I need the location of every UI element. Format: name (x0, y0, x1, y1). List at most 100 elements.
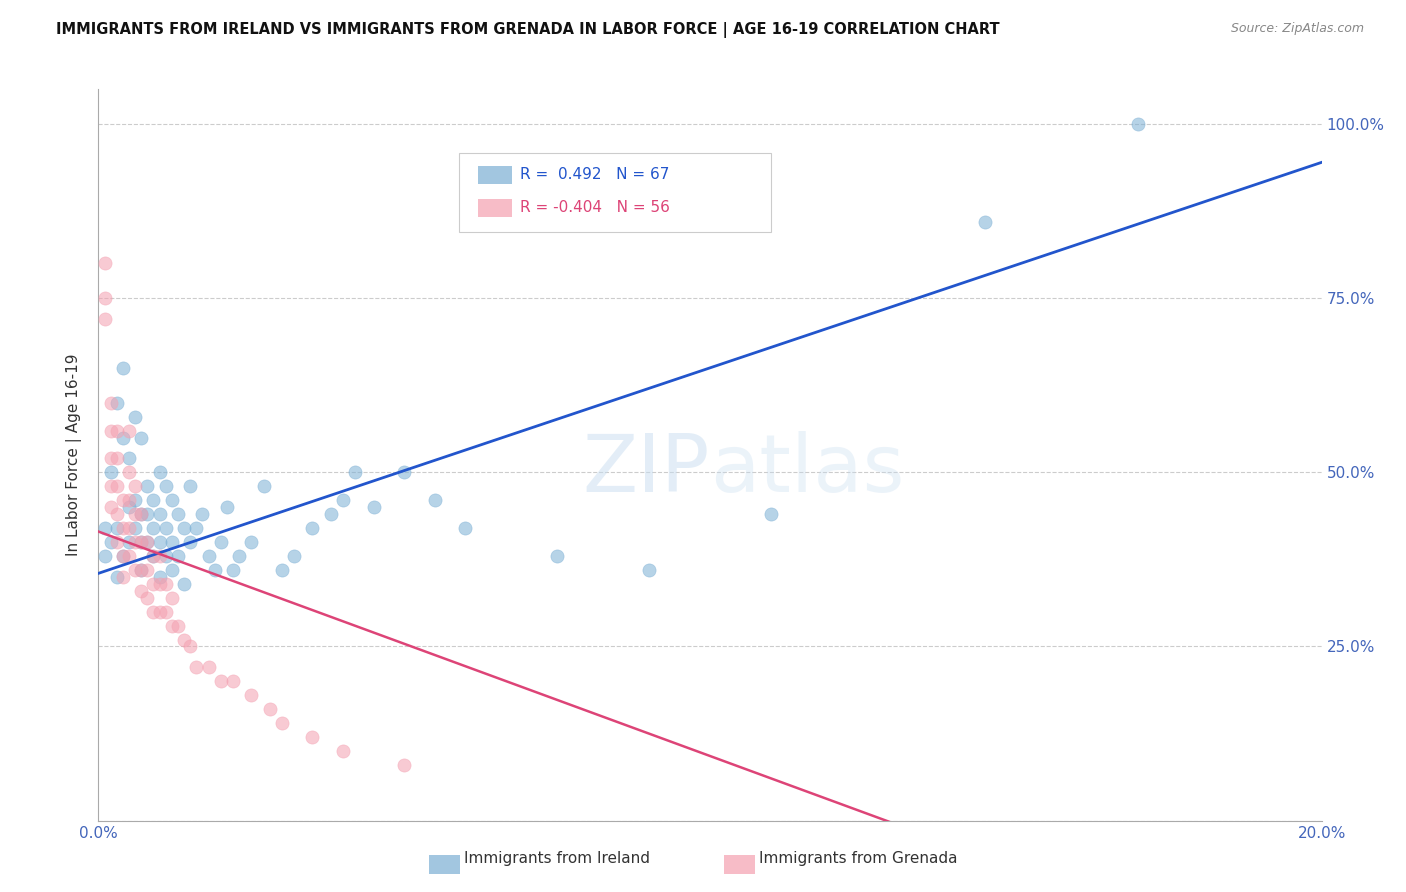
Point (301, 521, 323, 535)
Point (191, 507, 214, 521)
Point (149, 535, 172, 549)
Point (136, 591, 159, 605)
Point (149, 576, 172, 591)
Point (252, 479, 274, 493)
Point (197, 660, 219, 674)
Text: Immigrants from Ireland: Immigrants from Ireland (464, 851, 650, 866)
Point (155, 479, 177, 493)
Point (759, 507, 782, 521)
Point (124, 409, 146, 424)
Point (129, 583, 152, 598)
Point (209, 674, 232, 689)
Y-axis label: In Labor Force | Age 16-19: In Labor Force | Age 16-19 (66, 353, 83, 557)
Point (204, 563, 226, 577)
Point (105, 570, 128, 584)
Point (149, 466, 172, 480)
Point (129, 535, 152, 549)
Point (155, 605, 177, 619)
Point (111, 570, 134, 584)
Point (111, 549, 134, 563)
Point (105, 507, 128, 521)
Point (173, 632, 195, 647)
Point (136, 535, 159, 549)
Point (637, 563, 661, 577)
Point (93, 549, 115, 563)
Point (149, 549, 172, 563)
Point (93, 256, 115, 270)
Point (100, 500, 122, 515)
Point (129, 430, 152, 444)
Point (105, 479, 128, 493)
Point (118, 535, 141, 549)
Point (111, 549, 134, 563)
Point (222, 563, 245, 577)
Point (149, 507, 172, 521)
Text: IMMIGRANTS FROM IRELAND VS IMMIGRANTS FROM GRENADA IN LABOR FORCE | AGE 16-19 CO: IMMIGRANTS FROM IRELAND VS IMMIGRANTS FR… (56, 22, 1000, 38)
Point (100, 395, 122, 409)
Point (270, 563, 292, 577)
Point (240, 688, 263, 702)
Bar (478, 166, 512, 185)
Point (160, 591, 183, 605)
Point (173, 576, 195, 591)
Point (179, 535, 201, 549)
Point (283, 549, 305, 563)
Point (136, 479, 159, 493)
Point (100, 451, 122, 466)
Point (100, 535, 122, 549)
Point (136, 563, 159, 577)
Text: Source: ZipAtlas.com: Source: ZipAtlas.com (1230, 22, 1364, 36)
Point (160, 535, 183, 549)
Point (142, 605, 165, 619)
Text: Immigrants from Grenada: Immigrants from Grenada (759, 851, 957, 866)
Point (173, 521, 195, 535)
Point (332, 493, 354, 508)
Point (124, 479, 146, 493)
Point (149, 605, 172, 619)
Point (129, 535, 152, 549)
Point (142, 576, 165, 591)
Point (222, 674, 245, 689)
Point (105, 424, 128, 438)
Point (105, 395, 128, 409)
Point (270, 716, 292, 731)
Point (155, 549, 177, 563)
Point (363, 500, 385, 515)
Point (179, 640, 201, 654)
Point (118, 466, 141, 480)
Point (118, 493, 141, 508)
Point (167, 618, 190, 632)
Point (111, 430, 134, 444)
Point (142, 549, 165, 563)
Point (93, 521, 115, 535)
Point (546, 549, 568, 563)
Point (197, 549, 219, 563)
Point (209, 535, 232, 549)
Point (118, 521, 141, 535)
Point (129, 563, 152, 577)
Point (179, 479, 201, 493)
Point (155, 576, 177, 591)
Point (142, 493, 165, 508)
Point (105, 451, 128, 466)
Point (186, 521, 208, 535)
Point (124, 507, 146, 521)
Point (160, 618, 183, 632)
Point (301, 730, 323, 744)
Point (124, 493, 146, 508)
Point (129, 563, 152, 577)
Point (423, 493, 446, 508)
Point (118, 424, 141, 438)
Point (1128, 117, 1150, 131)
Point (319, 507, 342, 521)
Point (228, 549, 250, 563)
Point (149, 570, 172, 584)
Point (186, 660, 208, 674)
Point (118, 500, 141, 515)
Point (93, 312, 115, 326)
Point (142, 521, 165, 535)
Point (155, 521, 177, 535)
Point (129, 507, 152, 521)
Text: ZIP: ZIP (582, 431, 710, 508)
Text: R =  0.492   N = 67: R = 0.492 N = 67 (520, 168, 669, 182)
